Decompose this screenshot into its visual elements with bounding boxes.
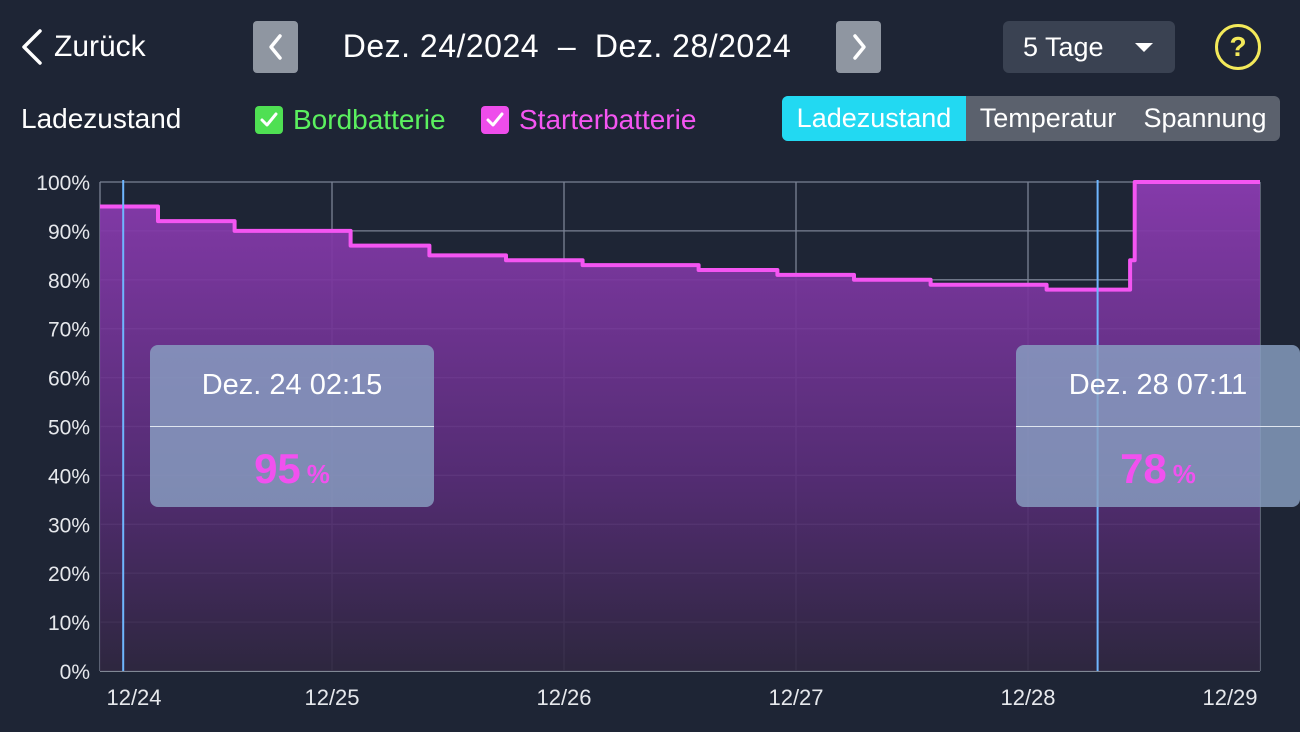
y-tick-label: 100% <box>36 172 90 195</box>
chevron-left-icon <box>268 34 282 60</box>
x-tick-label: 12/25 <box>304 685 359 710</box>
date-end: Dez. 28/2024 <box>594 28 792 64</box>
y-tick-label: 70% <box>48 319 90 342</box>
date-start: Dez. 24/2024 <box>342 28 540 64</box>
tooltip-value-unit: % <box>306 459 330 489</box>
tab-temperatur[interactable]: Temperatur <box>979 103 1117 133</box>
range-dropdown-value: 5 Tage <box>1023 31 1104 62</box>
back-label: Zurück <box>54 30 146 63</box>
x-tick-label: 12/29 <box>1202 685 1257 710</box>
tooltip-left: Dez. 24 02:15 95% <box>150 345 434 507</box>
series-line-starterbatterie <box>100 180 1260 292</box>
chevron-left-icon <box>22 29 42 65</box>
caret-down-icon <box>1135 43 1153 52</box>
x-tick-label: 12/26 <box>536 685 591 710</box>
next-period-button[interactable] <box>836 21 881 73</box>
header: Zurück Dez. 24/2024 – Dez. 28/2024 5 Tag… <box>0 0 1300 96</box>
tab-ladezustand[interactable]: Ladezustand <box>782 96 966 141</box>
checkbox-checked-icon[interactable] <box>255 106 283 134</box>
previous-period-button[interactable] <box>253 21 298 73</box>
y-tick-label: 80% <box>48 270 90 293</box>
date-separator: – <box>557 28 577 64</box>
tooltip-value-unit: % <box>1172 459 1196 489</box>
legend-toggle-bordbatterie[interactable]: Bordbatterie <box>255 101 446 139</box>
question-mark-icon: ? <box>1229 31 1247 62</box>
metric-title: Ladezustand <box>21 103 182 134</box>
tooltip-time: Dez. 24 02:15 <box>201 369 383 401</box>
tooltip-value: 78% <box>1016 445 1300 493</box>
y-tick-label: 10% <box>48 612 90 635</box>
tooltip-divider <box>150 426 434 427</box>
y-tick-label: 20% <box>48 563 90 586</box>
chevron-right-icon <box>852 34 866 60</box>
metric-tabs: Ladezustand Temperatur Spannung <box>782 96 1280 141</box>
legend-label-starterbatterie: Starterbatterie <box>519 104 697 135</box>
series-area-starterbatterie <box>100 182 1260 671</box>
tooltip-time: Dez. 28 07:11 <box>1068 369 1248 401</box>
legend-label-bordbatterie: Bordbatterie <box>293 104 446 135</box>
range-dropdown[interactable]: 5 Tage <box>1003 21 1175 73</box>
tooltip-value: 95% <box>150 445 434 493</box>
y-tick-label: 60% <box>48 368 90 391</box>
tooltip-value-number: 95 <box>254 445 301 492</box>
y-tick-label: 50% <box>48 417 90 440</box>
x-tick-label: 12/27 <box>768 685 823 710</box>
y-tick-label: 40% <box>48 465 90 488</box>
tooltip-value-number: 78 <box>1120 445 1167 492</box>
y-tick-label: 0% <box>60 661 90 684</box>
tooltip-right: Dez. 28 07:11 78% <box>1016 345 1300 507</box>
x-tick-label: 12/28 <box>1000 685 1055 710</box>
tab-spannung[interactable]: Spannung <box>1143 103 1267 133</box>
y-tick-label: 90% <box>48 221 90 244</box>
help-button[interactable]: ? <box>1215 24 1261 70</box>
back-button[interactable]: Zurück <box>18 24 146 70</box>
x-tick-label: 12/24 <box>106 685 161 710</box>
checkbox-checked-icon[interactable] <box>481 106 509 134</box>
date-range: Dez. 24/2024 – Dez. 28/2024 <box>300 28 834 65</box>
y-tick-label: 30% <box>48 514 90 537</box>
tooltip-divider <box>1016 426 1300 427</box>
legend-toggle-starterbatterie[interactable]: Starterbatterie <box>481 101 696 139</box>
charge-chart[interactable]: 100% 90% 80% 70% 60% 50% 40% 30% 20% 10% 0% 12/24 1… <box>0 160 1300 732</box>
